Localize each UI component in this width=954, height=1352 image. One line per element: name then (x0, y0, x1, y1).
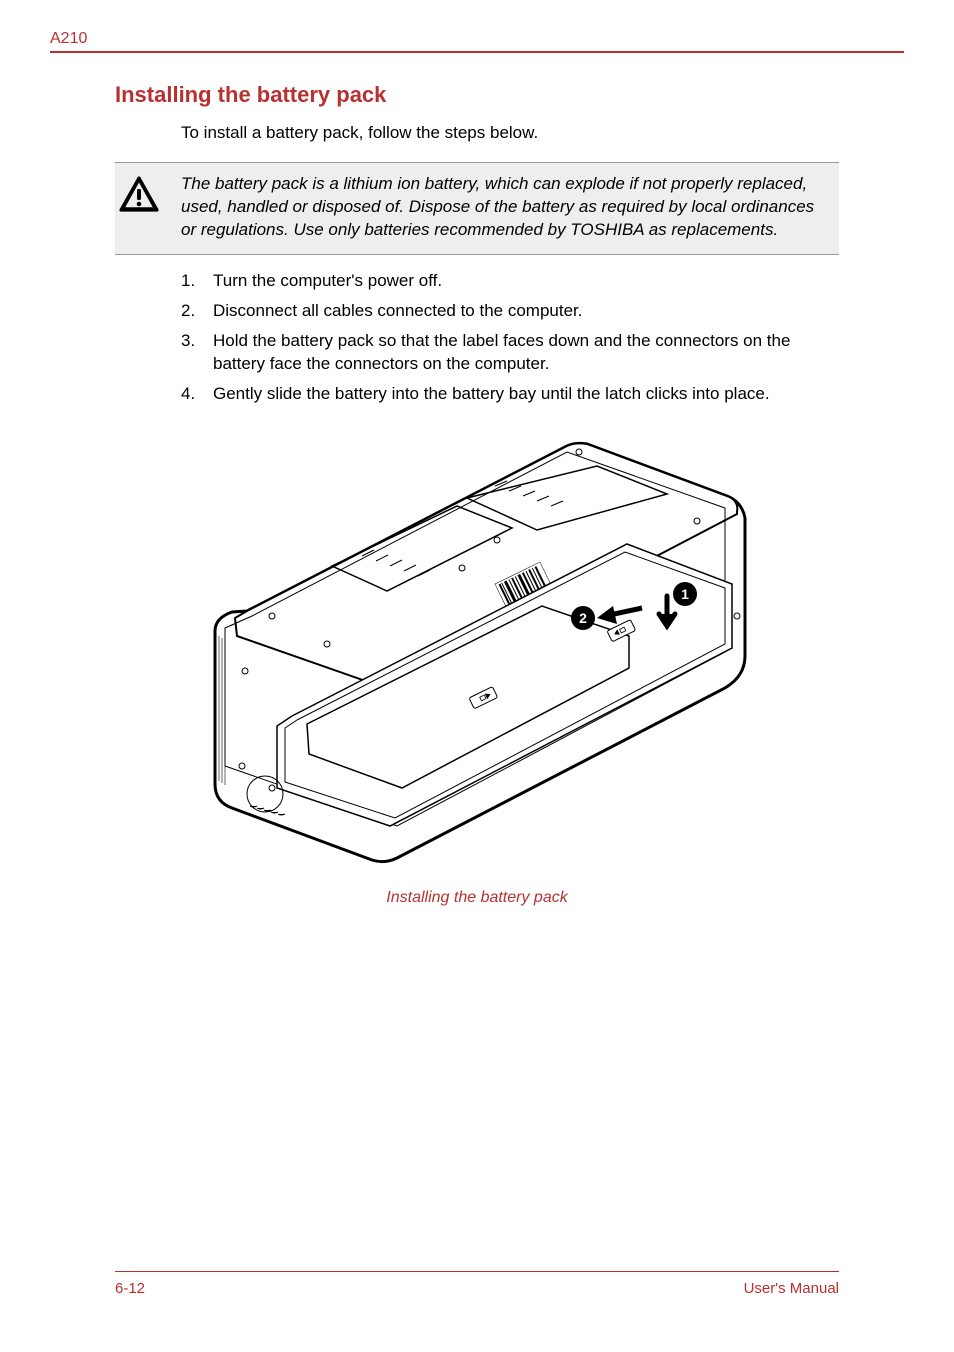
section-title: Installing the battery pack (115, 82, 839, 108)
step-item: Disconnect all cables connected to the c… (181, 299, 839, 323)
page-number: 6-12 (115, 1280, 145, 1297)
manual-title: User's Manual (744, 1280, 839, 1297)
step-item: Hold the battery pack so that the label … (181, 329, 839, 377)
svg-text:2: 2 (579, 610, 587, 626)
page-header: A210 (50, 30, 904, 53)
model-name: A210 (50, 30, 904, 51)
figure-area: 1 2 Installing the battery pack (115, 436, 839, 907)
main-content: Installing the battery pack To install a… (115, 82, 839, 907)
figure-caption: Installing the battery pack (115, 889, 839, 907)
warning-text: The battery pack is a lithium ion batter… (175, 173, 831, 242)
step-item: Turn the computer's power off. (181, 269, 839, 293)
intro-text: To install a battery pack, follow the st… (181, 122, 839, 144)
warning-icon (115, 173, 175, 215)
laptop-diagram: 1 2 (197, 436, 757, 866)
warning-box: The battery pack is a lithium ion batter… (115, 162, 839, 255)
steps-list: Turn the computer's power off. Disconnec… (181, 269, 839, 406)
page-footer: 6-12 User's Manual (115, 1271, 839, 1297)
step-item: Gently slide the battery into the batter… (181, 382, 839, 406)
svg-text:1: 1 (681, 586, 689, 602)
